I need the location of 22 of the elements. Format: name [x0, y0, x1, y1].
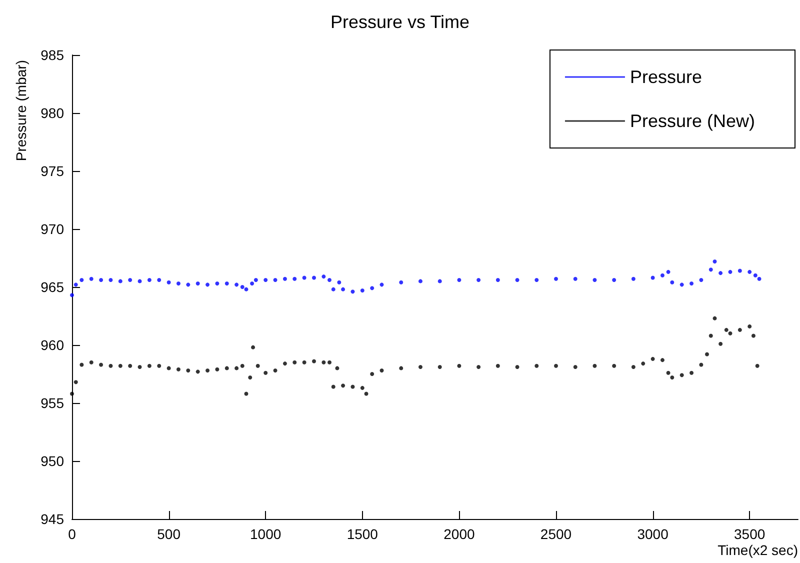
- y-tick-label: 975: [40, 163, 64, 179]
- x-tick-label: 500: [157, 526, 181, 542]
- x-tick-label: 1000: [250, 526, 282, 542]
- legend-label: Pressure: [630, 67, 702, 87]
- y-tick-label: 970: [40, 221, 64, 237]
- y-tick-label: 950: [40, 453, 64, 469]
- y-tick-label: 955: [40, 395, 64, 411]
- x-tick-label: 3000: [637, 526, 669, 542]
- y-tick-label: 965: [40, 279, 64, 295]
- y-tick-label: 945: [40, 511, 64, 527]
- x-tick-label: 3500: [734, 526, 766, 542]
- y-axis-title: Pressure (mbar): [13, 60, 29, 162]
- y-tick-label: 980: [40, 105, 64, 121]
- legend-label: Pressure (New): [630, 111, 756, 131]
- chart-title: Pressure vs Time: [330, 12, 470, 32]
- x-tick-label: 2500: [540, 526, 572, 542]
- x-tick-label: 2000: [444, 526, 475, 542]
- x-axis-title: Time(x2 sec): [718, 542, 798, 558]
- x-tick-label: 0: [68, 526, 76, 542]
- y-tick-label: 960: [40, 337, 64, 353]
- y-tick-label: 985: [40, 47, 64, 63]
- x-tick-label: 1500: [346, 526, 378, 542]
